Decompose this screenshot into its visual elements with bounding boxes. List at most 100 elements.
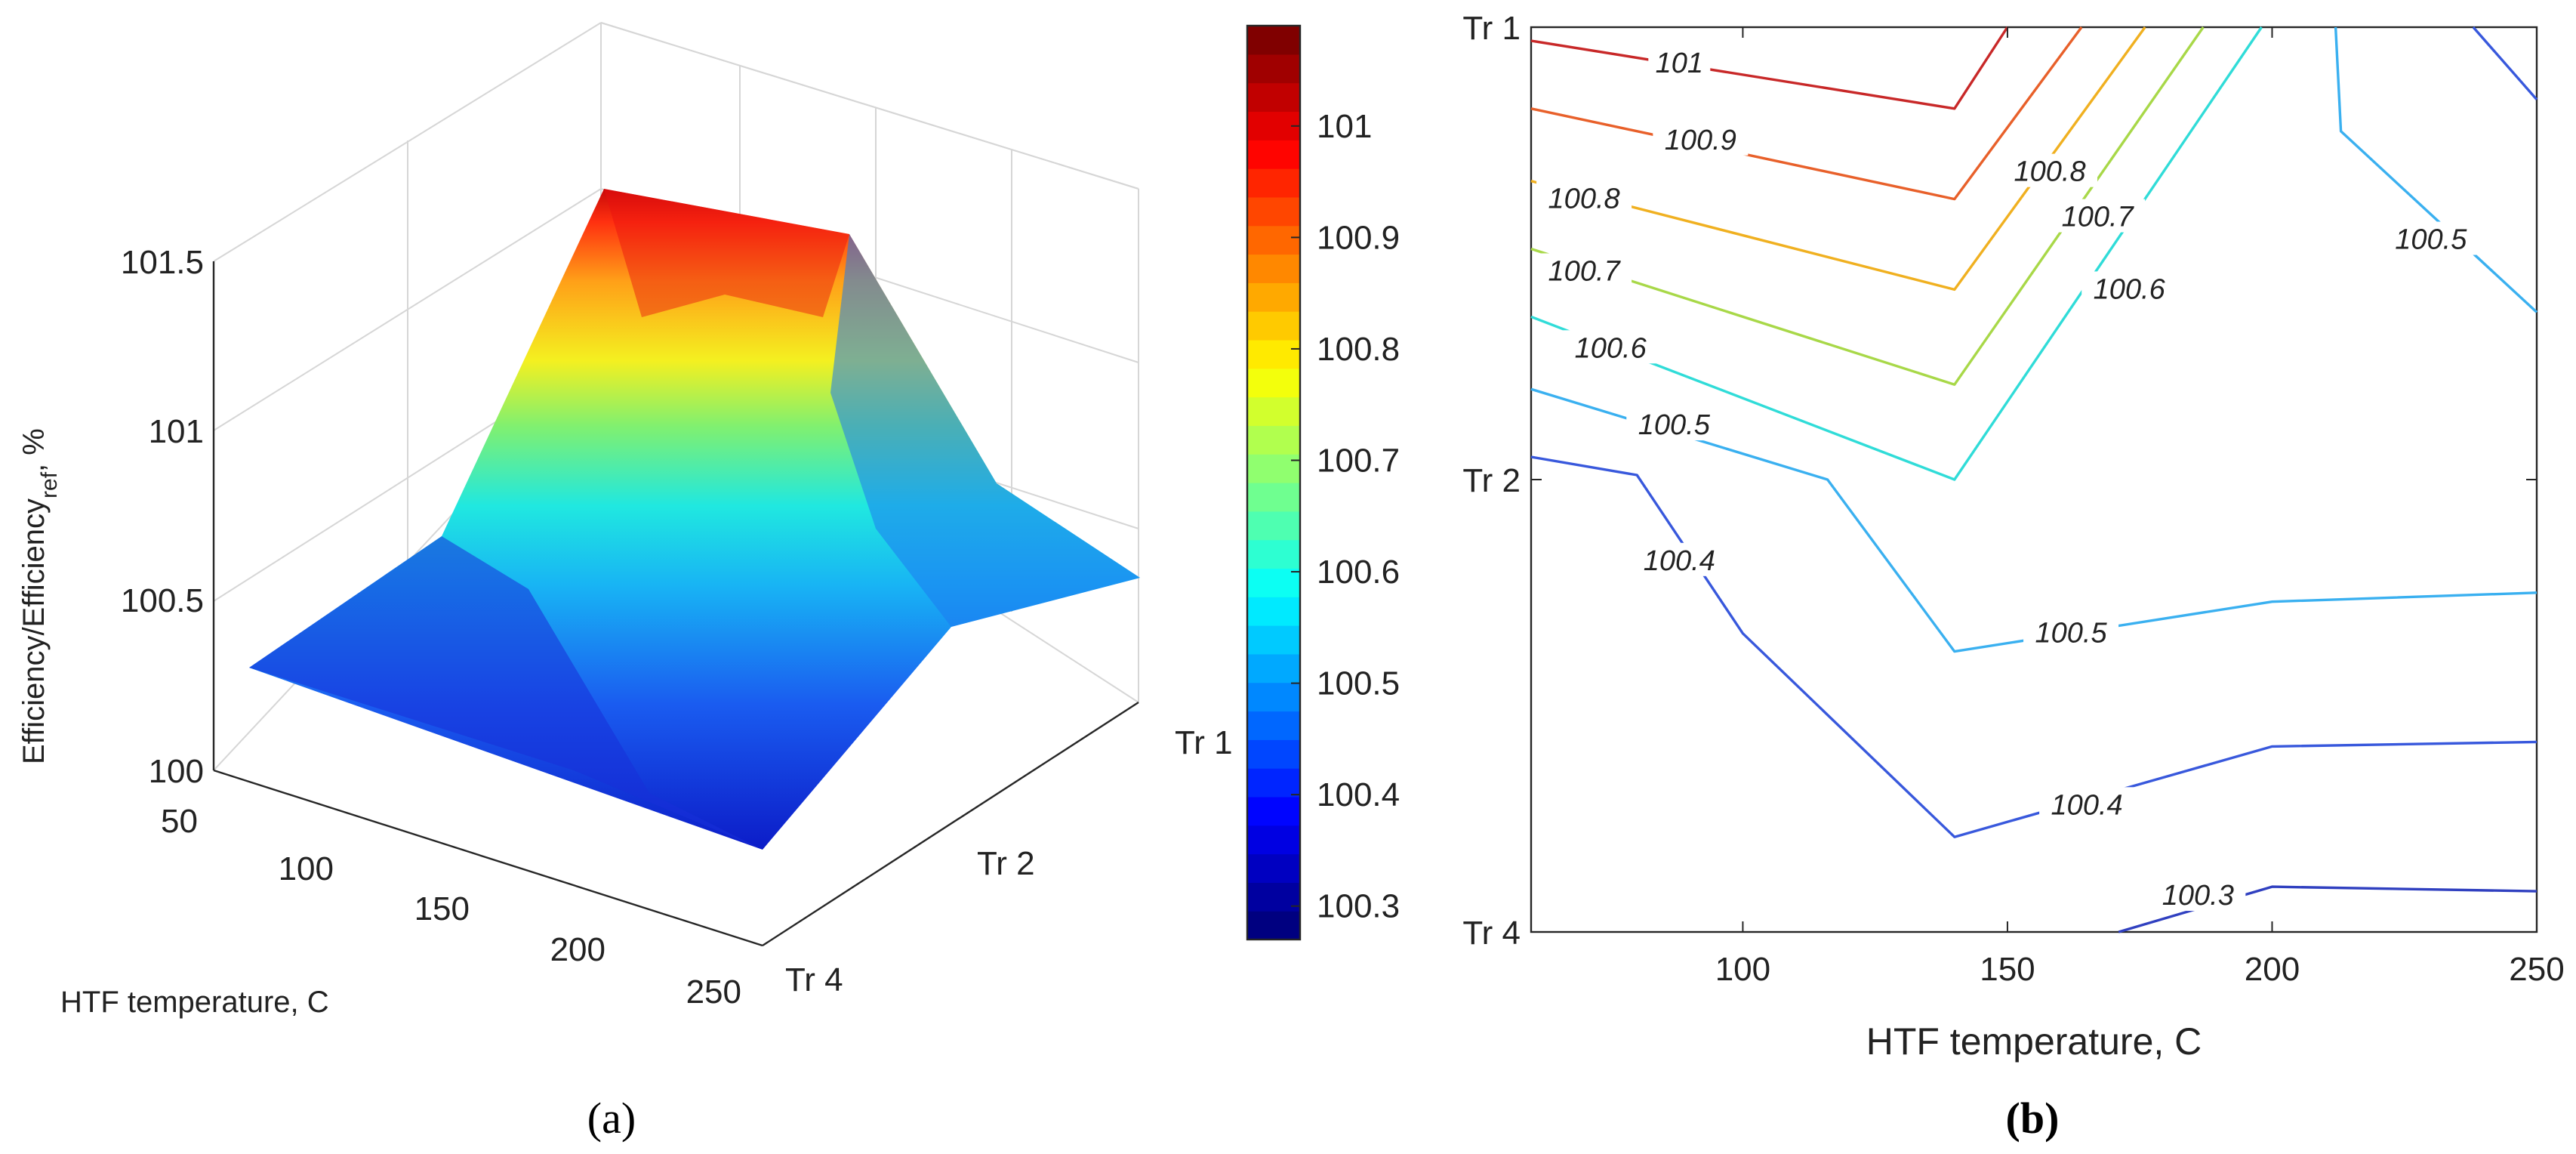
contour-labels: 101 100.9 100.8 100.8 100.7 100.7 100.6 100.6 10… (1536, 45, 2479, 912)
contour-label-3-1: 100.7 (2062, 202, 2135, 233)
b-x-tick-label-2: 200 (2245, 951, 2300, 988)
colorbar-segment-27 (1247, 140, 1300, 169)
contour-line-3 (1530, 26, 2205, 386)
colorbar-segment-15 (1247, 483, 1300, 512)
panel-a-y-ticks: Tr 1 Tr 2 Tr 4 (785, 724, 1233, 998)
contour-line-9 (2118, 885, 2537, 933)
panel-a-x-axis (213, 769, 763, 947)
z-tick-101-5: 101.5 (121, 244, 204, 281)
colorbar-segment-26 (1247, 168, 1300, 198)
colorbar-segment-23 (1247, 254, 1300, 283)
contour-label-4-0: 100.6 (1575, 332, 1647, 364)
panel-label-b: (b) (2006, 1094, 2060, 1143)
x-tick-200: 200 (550, 931, 605, 968)
colorbar-segment-5 (1247, 768, 1300, 798)
colorbar-segment-12 (1247, 568, 1300, 597)
colorbar-segment-30 (1247, 54, 1300, 84)
colorbar-segment-3 (1247, 825, 1300, 855)
b-y-tick-label-1: Tr 2 (1462, 462, 1521, 499)
contour-label-7-0: 100.4 (1644, 545, 1715, 577)
panel-a-surface (249, 189, 1140, 850)
panel-b-y-ticks: Tr 1 Tr 2 Tr 4 (1462, 10, 2537, 952)
y-tick-tr1: Tr 1 (1175, 724, 1233, 761)
panel-a-surface-plot: 100 100.5 101 101.5 50 100 150 200 250 T… (17, 22, 1400, 1143)
contour-label-5-0: 100.5 (1638, 409, 1711, 441)
contour-label-bg-6-0 (2383, 221, 2479, 255)
contour-label-bg-5-1 (2023, 615, 2119, 649)
colorbar-segment-29 (1247, 82, 1300, 113)
contour-label-bg-2-0 (1536, 181, 1632, 214)
contour-label-bg-2-1 (2002, 153, 2098, 187)
colorbar-segment-21 (1247, 311, 1300, 341)
contour-label-bg-3-0 (1536, 253, 1632, 287)
colorbar-segment-14 (1247, 511, 1300, 541)
panel-b-x-ticks: 100 150 200 250 (1715, 27, 2565, 988)
contour-label-2-1: 100.8 (2014, 156, 2085, 188)
y-tick-tr4: Tr 4 (785, 961, 843, 998)
contour-label-0-0: 101 (1656, 48, 1703, 79)
contour-label-bg-7-1 (2039, 787, 2135, 821)
colorbar-tick-label-3: 100.6 (1317, 554, 1400, 591)
colorbar-segment-25 (1247, 196, 1300, 227)
contour-line-7 (1530, 455, 2537, 838)
b-x-tick-label-0: 100 (1715, 951, 1770, 988)
colorbar-segment-17 (1247, 425, 1300, 455)
contour-label-4-1: 100.6 (2094, 273, 2166, 305)
colorbar-segment-20 (1247, 339, 1300, 369)
colorbar-tick-label-4: 100.7 (1317, 442, 1400, 479)
b-y-tick-label-0: Tr 1 (1462, 10, 1521, 47)
panel-b-contour-plot: 101100.9100.8100.8100.7100.7100.6100.610… (1462, 10, 2564, 1143)
panel-a-colorbar: 100.3 100.4 100.5 100.6 100.7 100.8 100.9 101 (1246, 24, 1400, 941)
colorbar-segment-19 (1247, 368, 1300, 398)
contour-label-bg-1-0 (1653, 122, 1749, 156)
contour-label-5-1: 100.5 (2035, 618, 2108, 650)
colorbar-segment-9 (1247, 653, 1300, 683)
contour-label-9-0: 100.3 (2162, 880, 2234, 912)
colorbar-segment-13 (1247, 539, 1300, 569)
panel-label-a: (a) (587, 1094, 636, 1143)
x-tick-250: 250 (686, 973, 741, 1011)
x-tick-150: 150 (414, 890, 470, 927)
contour-line-4 (1530, 26, 2263, 481)
contour-label-bg-4-0 (1563, 330, 1659, 364)
y-tick-tr2: Tr 2 (977, 845, 1035, 882)
contour-label-bg-5-0 (1626, 407, 1722, 441)
colorbar-segment-4 (1247, 796, 1300, 826)
z-tick-100: 100 (149, 753, 204, 790)
colorbar-tick-label-5: 100.8 (1317, 331, 1400, 368)
colorbar-tick-label-6: 100.9 (1317, 219, 1400, 256)
colorbar-segment-2 (1247, 853, 1300, 883)
panel-a-y-axis (762, 701, 1139, 947)
x-tick-100: 100 (279, 850, 334, 887)
colorbar-segment-18 (1247, 396, 1300, 426)
colorbar-segment-0 (1247, 911, 1300, 940)
colorbar-tick-label-0: 100.3 (1317, 888, 1400, 925)
colorbar-segment-11 (1247, 597, 1300, 626)
colorbar-tick-label-1: 100.4 (1317, 776, 1400, 813)
z-tick-101: 101 (149, 413, 204, 450)
b-x-tick-label-3: 250 (2509, 951, 2564, 988)
colorbar-ticks: 100.3 100.4 100.5 100.6 100.7 100.8 100.9 101 (1291, 108, 1400, 925)
contour-line-8 (2472, 26, 2538, 100)
colorbar-tick-label-7: 101 (1317, 108, 1372, 145)
contour-line-2 (1530, 26, 2146, 292)
b-y-tick-label-2: Tr 4 (1462, 915, 1521, 952)
colorbar-segment-6 (1247, 739, 1300, 769)
contour-label-1-0: 100.9 (1665, 125, 1736, 156)
contour-label-6-0: 100.5 (2395, 224, 2467, 256)
contour-label-bg-7-0 (1632, 542, 1727, 576)
colorbar-segment-22 (1247, 282, 1300, 312)
colorbar-tick-label-2: 100.5 (1317, 665, 1400, 702)
colorbar-segment-1 (1247, 882, 1300, 912)
colorbar-segments (1247, 26, 1300, 940)
panel-b-x-label: HTF temperature, C (1866, 1020, 2202, 1063)
contour-label-3-0: 100.7 (1548, 255, 1622, 287)
contour-label-2-0: 100.8 (1548, 184, 1620, 215)
panel-a-z-label: Efficiency/Efficiencyref, % (17, 428, 62, 764)
b-x-tick-label-1: 150 (1980, 951, 2035, 988)
panel-a-x-label: HTF temperature, C (60, 986, 329, 1019)
panel-a-z-ticks: 100 100.5 101 101.5 (121, 244, 204, 790)
contour-label-bg-4-1 (2081, 271, 2177, 305)
contour-line-5 (1530, 387, 2537, 653)
